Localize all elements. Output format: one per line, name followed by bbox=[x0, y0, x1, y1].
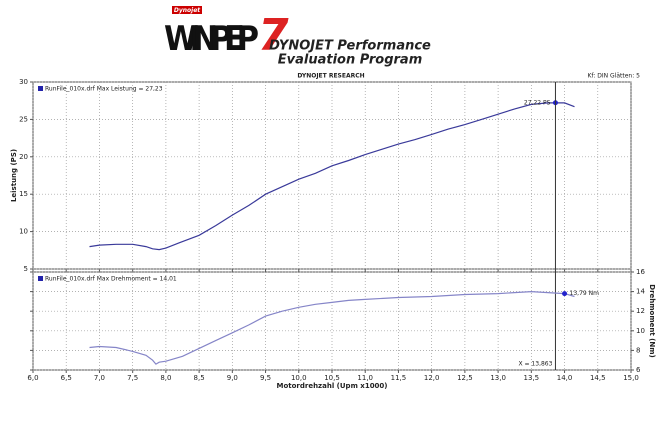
logo-badge: Dynojet bbox=[174, 7, 201, 14]
legend-text: RunFile_010x.drf Max Drehmoment = 14,01 bbox=[45, 276, 177, 283]
x-tick-label: 6,5 bbox=[61, 374, 72, 382]
logo-badge-bg bbox=[172, 6, 202, 14]
x-tick-label: 8,5 bbox=[194, 374, 205, 382]
x-tick-label: 11,0 bbox=[357, 374, 373, 382]
annotation-marker bbox=[562, 291, 568, 297]
subtitle: DYNOJET RESEARCH bbox=[297, 73, 364, 80]
y2-axis-label: Drehmoment (Nm) bbox=[648, 284, 656, 357]
x-axis-label: Motordrehzahl (Upm x1000) bbox=[276, 382, 387, 390]
title-line-2: Evaluation Program bbox=[278, 53, 423, 68]
data-line bbox=[89, 102, 575, 251]
x-tick-label: 10,0 bbox=[291, 374, 307, 382]
y2-tick-label: 14 bbox=[636, 288, 645, 296]
logo: Dynojet WINPEP 7 bbox=[164, 6, 289, 61]
y2-tick-label: 16 bbox=[636, 268, 645, 276]
cursor-label: X = 13,863 bbox=[518, 361, 552, 368]
y-tick-label: 5 bbox=[24, 265, 28, 273]
data-line bbox=[89, 290, 575, 365]
x-tick-label: 9,5 bbox=[260, 374, 271, 382]
y-tick-label: 25 bbox=[19, 115, 28, 123]
x-tick-label: 13,0 bbox=[490, 374, 506, 382]
annotation-label: 13,79 Nm bbox=[570, 290, 600, 297]
y2-tick-label: 12 bbox=[636, 307, 645, 315]
legend-swatch bbox=[38, 276, 43, 281]
x-tick-label: 14,5 bbox=[590, 374, 606, 382]
annotation-label: 27,22 PS bbox=[524, 99, 551, 106]
x-tick-label: 10,5 bbox=[324, 374, 340, 382]
settings: Kf: DIN Glätten: 5 bbox=[588, 73, 641, 80]
x-tick-label: 6,0 bbox=[27, 374, 38, 382]
x-tick-label: 8,0 bbox=[160, 374, 171, 382]
x-tick-label: 7,5 bbox=[127, 374, 138, 382]
legend-swatch bbox=[38, 86, 43, 91]
x-tick-label: 15,0 bbox=[623, 374, 639, 382]
x-tick-label: 13,5 bbox=[524, 374, 540, 382]
x-tick-label: 7,0 bbox=[94, 374, 105, 382]
y2-tick-label: 8 bbox=[636, 346, 640, 354]
x-tick-label: 9,0 bbox=[227, 374, 238, 382]
x-tick-label: 14,0 bbox=[557, 374, 573, 382]
x-tick-label: 12,0 bbox=[424, 374, 440, 382]
y-tick-label: 20 bbox=[19, 153, 28, 161]
y2-tick-label: 6 bbox=[636, 366, 641, 374]
y-tick-label: 30 bbox=[19, 78, 28, 86]
y-tick-label: 15 bbox=[19, 190, 28, 198]
logo-text: WINPEP bbox=[164, 19, 259, 59]
x-tick-label: 11,5 bbox=[391, 374, 407, 382]
legend-text: RunFile_010x.drf Max Leistung = 27,23 bbox=[45, 86, 163, 93]
y-axis-label: Leistung (PS) bbox=[10, 149, 18, 202]
y-tick-label: 10 bbox=[19, 228, 28, 236]
logo-number: 7 bbox=[258, 10, 289, 61]
x-tick-label: 12,5 bbox=[457, 374, 473, 382]
title-line-1: DYNOJET Performance bbox=[269, 39, 431, 54]
y2-tick-label: 10 bbox=[636, 327, 645, 335]
